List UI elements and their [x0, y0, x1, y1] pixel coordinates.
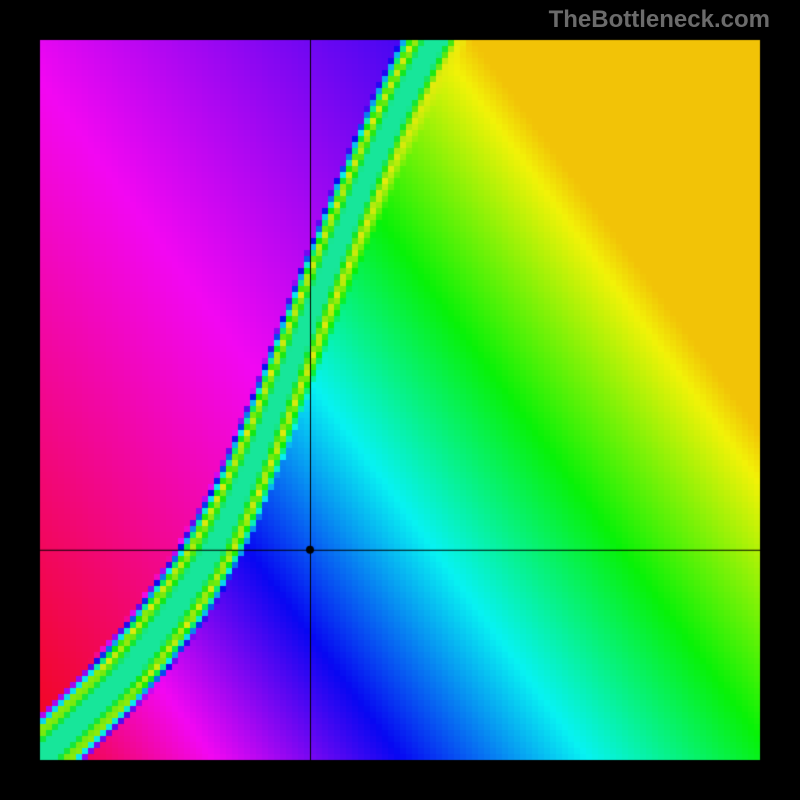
watermark-text: TheBottleneck.com — [549, 6, 770, 34]
chart-container: TheBottleneck.com — [0, 0, 800, 800]
heatmap-canvas — [0, 0, 800, 800]
